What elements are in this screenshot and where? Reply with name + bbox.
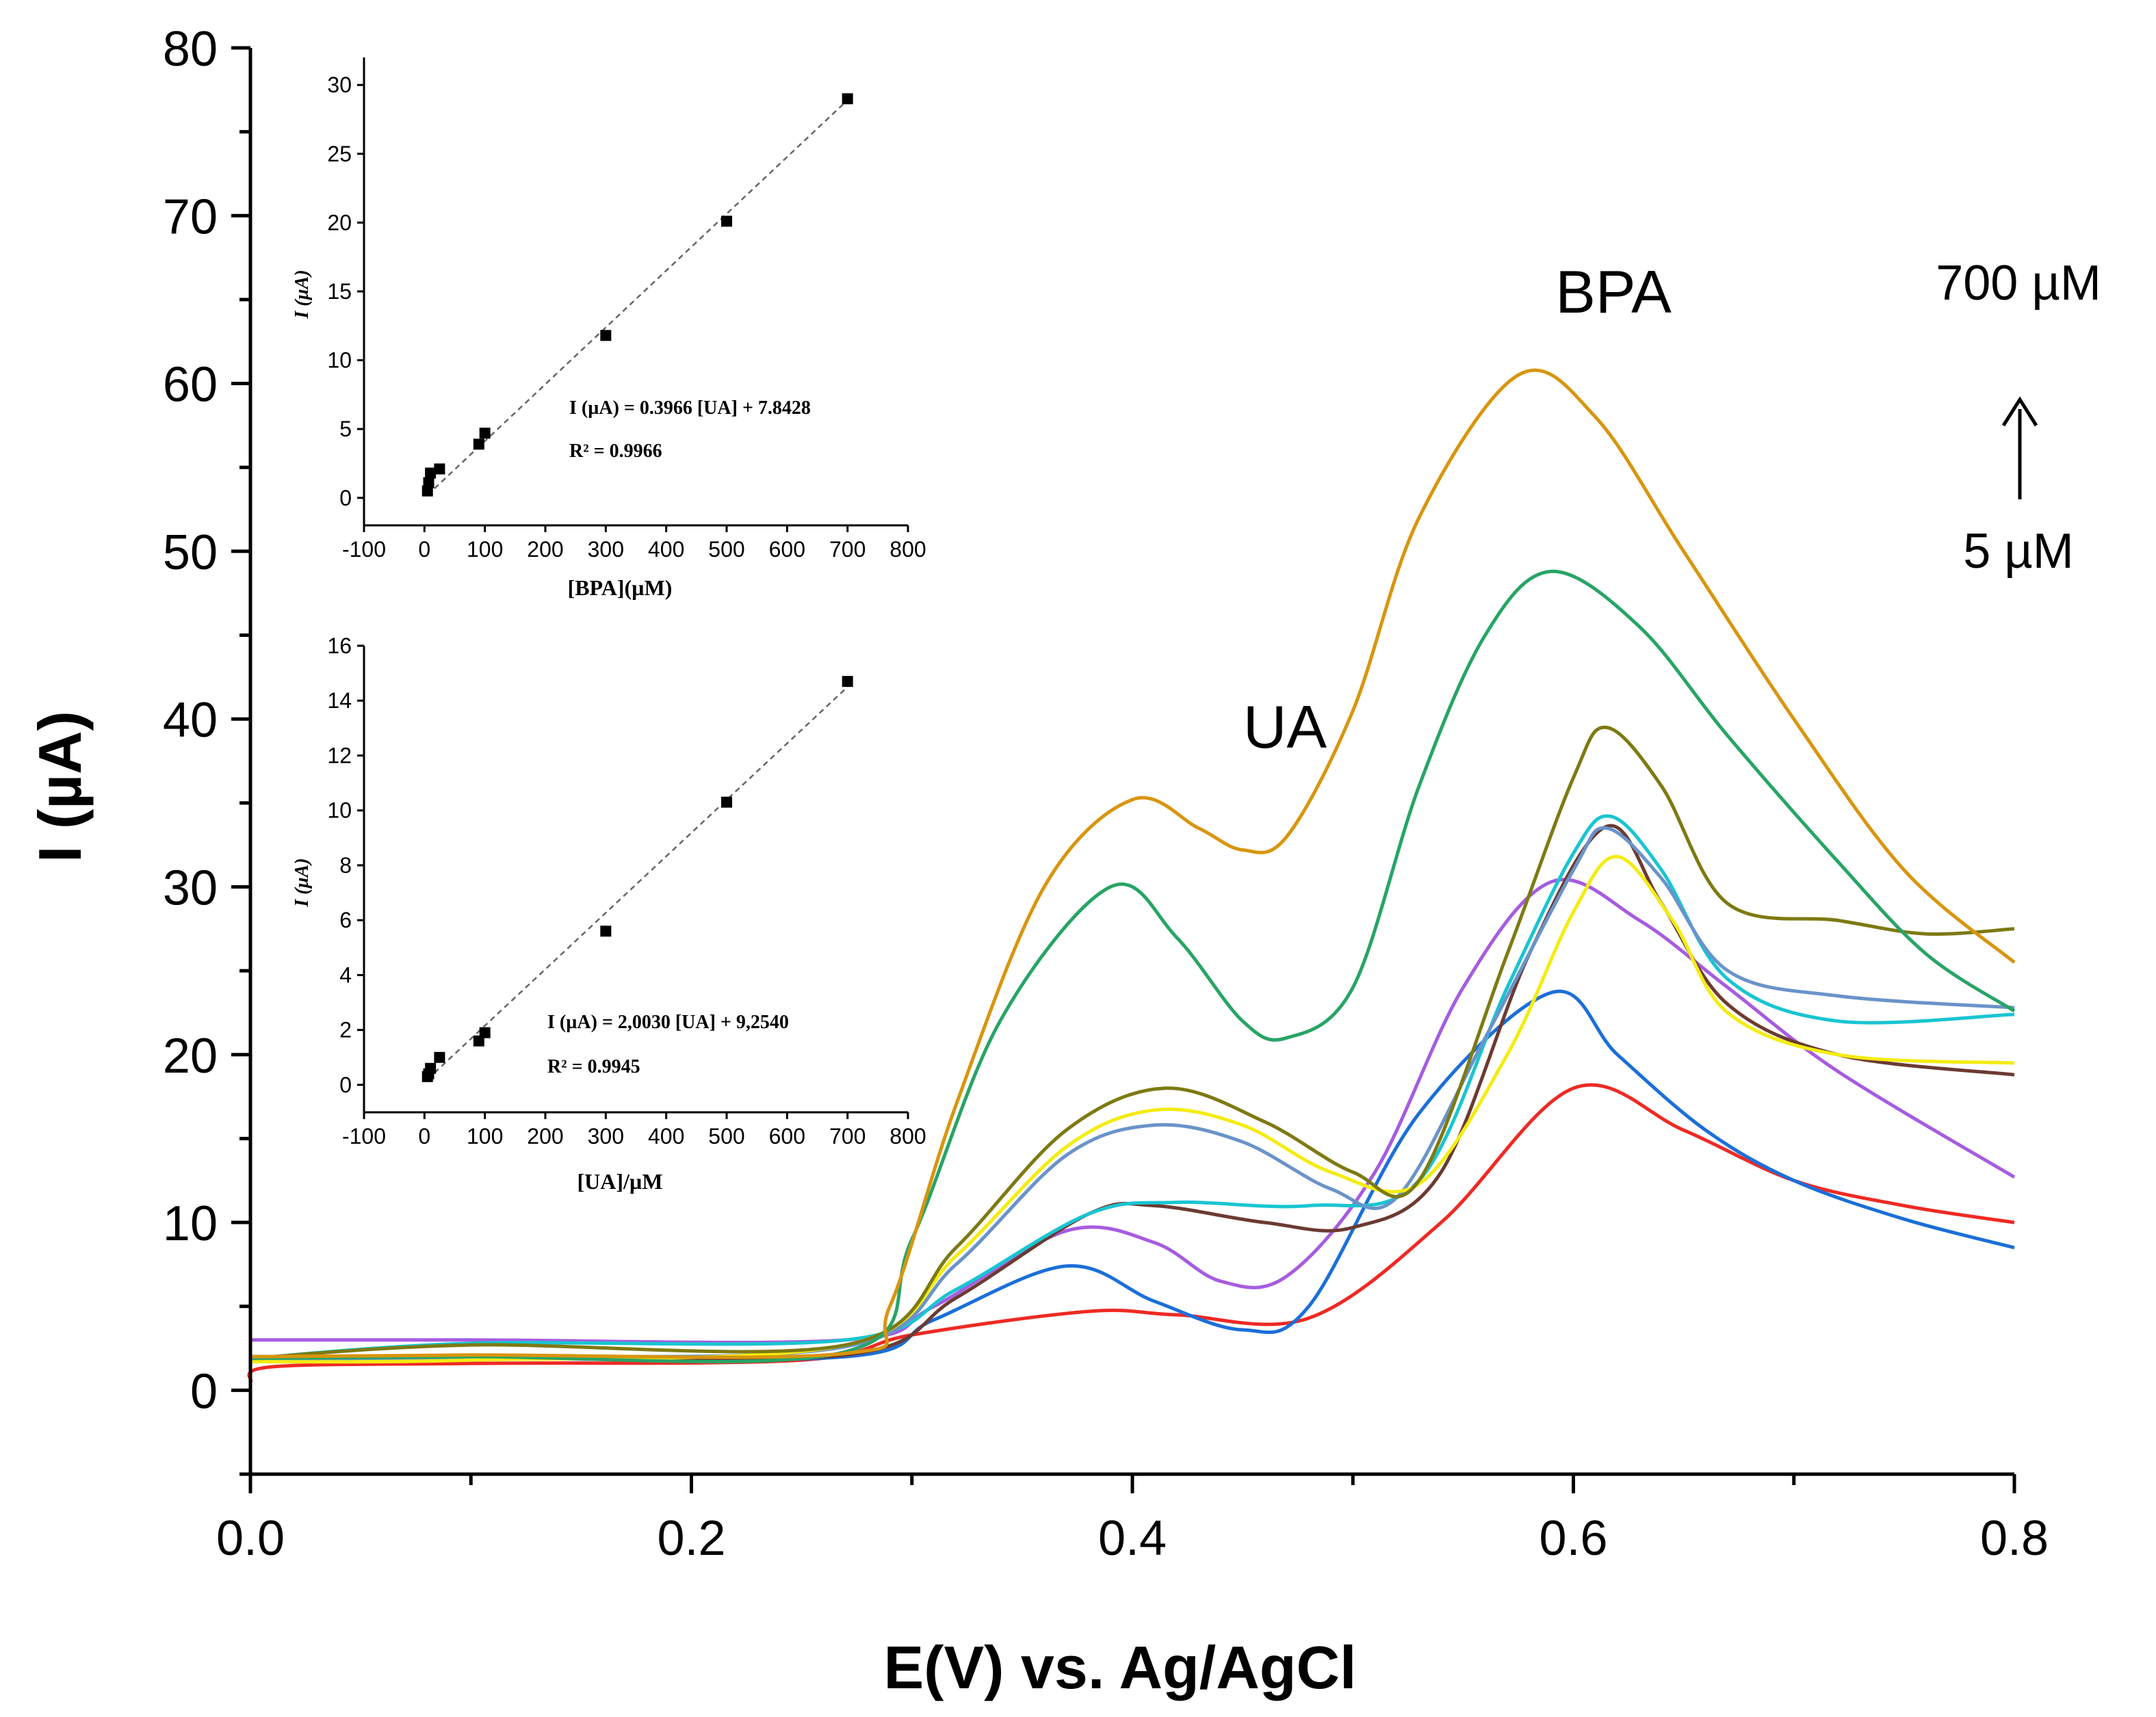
inset-bpa-x-label: [BPA](µM): [568, 575, 673, 600]
main-y-axis-label: I (µA): [26, 711, 94, 863]
main-y-tick-label: 30: [163, 861, 218, 915]
main-x-tick-label: 0.6: [1539, 1511, 1607, 1566]
inset-ua-data-point: [425, 1062, 437, 1074]
inset-bpa-x-tick-label: 800: [889, 537, 926, 562]
main-series-group: [247, 368, 2016, 1384]
inset-ua-y-tick-label: 4: [339, 962, 352, 987]
main-y-tick-label: 50: [163, 525, 218, 580]
inset-ua-axes: 0 2 4 6 8 10 12 14 16 -100 0 100 200 300 400 500 600 700 8…: [327, 633, 926, 1149]
main-y-tick-label: 40: [163, 693, 218, 748]
inset-ua-y-tick-label: 8: [339, 853, 352, 878]
inset-ua-y-label: I (µA): [291, 858, 313, 907]
inset-ua-data-point: [721, 796, 732, 808]
inset-bpa-data-point: [479, 428, 491, 439]
inset-ua-y-tick-label: 10: [327, 798, 352, 823]
inset-ua-data-point: [473, 1035, 484, 1047]
series-line-orange: [250, 368, 2016, 1359]
series-line-red: [247, 1083, 2015, 1384]
inset-bpa-data-point: [842, 93, 853, 105]
inset-bpa-x-tick-label: 600: [769, 537, 805, 562]
main-x-axis-label: E(V) vs. Ag/AgCl: [883, 1634, 1356, 1701]
inset-bpa-y-tick-label: 30: [327, 73, 352, 97]
inset-bpa-fit-line: [426, 99, 848, 496]
inset-ua-equation: I (µA) = 2,0030 [UA] + 9,2540: [547, 1012, 789, 1033]
annotation-bpa: BPA: [1555, 258, 1672, 326]
main-x-tick-label: 0.4: [1098, 1511, 1167, 1566]
series-line-green: [250, 569, 2016, 1363]
inset-bpa-y-tick-label: 25: [327, 142, 352, 166]
inset-ua-x-tick-label: 300: [588, 1124, 624, 1149]
inset-bpa-y-tick-label: 5: [339, 417, 352, 441]
main-y-tick-label: 20: [163, 1029, 218, 1084]
inset-bpa-data-point: [421, 485, 433, 497]
inset-bpa-x-tick-label: 500: [708, 537, 744, 562]
inset-ua-data-point: [842, 676, 853, 687]
concentration-arrow: [2001, 396, 2038, 499]
inset-bpa-x-tick-label: 0: [418, 537, 430, 562]
inset-ua-data-point: [600, 926, 612, 937]
inset-ua-x-tick-label: 400: [648, 1124, 684, 1149]
main-x-tick-label: 0.0: [216, 1511, 285, 1566]
main-x-tick-label: 0.2: [657, 1511, 725, 1566]
inset-ua-x-tick-label: 800: [889, 1124, 926, 1149]
inset-bpa-calibration: 0 5 10 15 20 25 30 -100 0 100 200 300 400 500 600 700 80…: [291, 57, 926, 600]
annotation-5um: 5 µM: [1963, 524, 2074, 579]
inset-ua-marks: [421, 676, 853, 1082]
inset-bpa-x-tick-label: 200: [527, 537, 563, 562]
inset-bpa-y-label: I (µA): [291, 270, 313, 319]
inset-ua-data-point: [479, 1027, 491, 1038]
inset-ua-y-tick-label: 0: [339, 1073, 352, 1097]
inset-ua-x-tick-label: 600: [769, 1124, 805, 1149]
inset-ua-x-tick-label: 200: [527, 1124, 563, 1149]
inset-bpa-equation: I (µA) = 0.3966 [UA] + 7.8428: [569, 397, 811, 419]
annotation-ua: UA: [1243, 693, 1327, 761]
inset-ua-y-tick-label: 12: [327, 743, 352, 768]
main-y-tick-label: 10: [163, 1196, 218, 1251]
series-line-olive: [250, 725, 2015, 1361]
inset-bpa-x-tick-label: 100: [467, 537, 503, 562]
inset-bpa-x-tick-label: 300: [588, 537, 624, 562]
inset-bpa-y-tick-label: 0: [339, 486, 352, 510]
inset-ua-x-tick-label: 100: [467, 1124, 503, 1149]
inset-bpa-data-point: [425, 467, 437, 479]
inset-ua-x-tick-label: 0: [418, 1124, 430, 1149]
inset-bpa-axes: 0 5 10 15 20 25 30 -100 0 100 200 300 400 500 600 700 80…: [327, 57, 926, 562]
inset-ua-data-point: [434, 1051, 445, 1063]
inset-ua-r2: R² = 0.9945: [547, 1056, 640, 1077]
series-line-cyan: [250, 814, 2015, 1361]
inset-ua-y-tick-label: 6: [339, 908, 352, 932]
main-y-tick-label: 80: [163, 22, 218, 77]
inset-bpa-y-tick-label: 10: [327, 348, 352, 373]
inset-bpa-marks: [421, 93, 853, 497]
inset-bpa-y-tick-label: 20: [327, 210, 352, 235]
annotation-700um: 700 µM: [1936, 256, 2101, 311]
main-y-tick-label: 70: [163, 189, 218, 244]
main-x-tick-label: 0.8: [1980, 1511, 2049, 1566]
inset-bpa-x-tick-label: -100: [342, 537, 386, 562]
inset-ua-fit-line: [426, 686, 848, 1080]
inset-ua-y-tick-label: 2: [339, 1018, 352, 1043]
inset-bpa-x-tick-label: 700: [829, 537, 866, 562]
inset-bpa-data-point: [473, 438, 484, 450]
inset-bpa-data-point: [434, 463, 445, 475]
inset-ua-x-tick-label: -100: [342, 1124, 386, 1149]
inset-bpa-x-tick-label: 400: [648, 537, 684, 562]
inset-ua-x-tick-label: 700: [829, 1124, 866, 1149]
inset-ua-x-label: [UA]/µM: [577, 1169, 662, 1194]
inset-bpa-data-point: [600, 330, 612, 341]
inset-ua-y-tick-label: 16: [327, 633, 352, 658]
inset-bpa-data-point: [423, 477, 434, 488]
inset-bpa-r2: R² = 0.9966: [569, 441, 662, 462]
inset-ua-calibration: 0 2 4 6 8 10 12 14 16 -100 0 100 200 300 400 500 600 700 8…: [291, 633, 926, 1194]
inset-bpa-data-point: [721, 215, 732, 227]
main-y-tick-label: 0: [190, 1364, 218, 1419]
inset-ua-y-tick-label: 14: [327, 688, 352, 713]
inset-ua-x-tick-label: 500: [708, 1124, 744, 1149]
inset-bpa-y-tick-label: 15: [327, 279, 352, 304]
main-y-tick-label: 60: [163, 358, 218, 412]
